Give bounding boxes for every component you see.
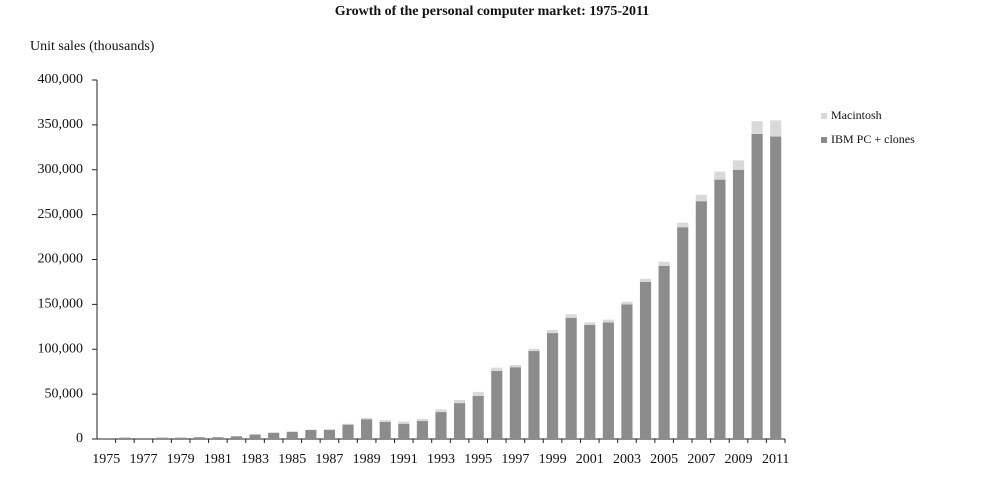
chart-title: Growth of the personal computer market: … — [335, 4, 649, 19]
bar-segment — [193, 437, 205, 439]
x-tick-label: 1997 — [501, 452, 529, 467]
bar-segment — [602, 322, 614, 439]
bar-segment — [751, 133, 763, 439]
bar-segment — [621, 304, 633, 439]
bar-segment — [472, 391, 484, 396]
legend-label: Macintosh — [831, 108, 882, 122]
legend-label: IBM PC + clones — [831, 132, 915, 146]
x-tick-label: 2001 — [576, 452, 604, 467]
bar-segment — [454, 399, 466, 404]
bar-segment — [268, 432, 280, 439]
bar-segment — [379, 420, 391, 422]
bar-segment — [658, 265, 670, 439]
bar-segment — [770, 120, 782, 137]
bar-segment — [398, 421, 410, 424]
bar-segment — [379, 421, 391, 439]
bar-segment — [435, 409, 447, 413]
x-tick-label: 2005 — [650, 452, 678, 467]
x-tick-label: 1985 — [278, 452, 306, 467]
bar-segment — [714, 171, 726, 180]
x-tick-label: 2011 — [762, 452, 789, 467]
bar-segment — [639, 281, 652, 439]
bar-segment — [305, 430, 317, 439]
y-tick-label: 200,000 — [38, 252, 84, 267]
bar-segment — [639, 278, 652, 282]
bar-segment — [658, 261, 670, 266]
y-axis-label: Unit sales (thousands) — [30, 39, 155, 54]
bar-segment — [695, 201, 707, 439]
bar-segment — [677, 222, 689, 228]
bar-segment — [732, 160, 745, 170]
bar-segment — [119, 437, 131, 439]
bar-segment — [361, 417, 373, 420]
bar-segment — [230, 436, 243, 439]
bar-segment — [751, 121, 763, 134]
x-tick-label: 1975 — [92, 452, 120, 467]
x-tick-label: 1999 — [539, 452, 567, 467]
x-tick-label: 1983 — [241, 452, 269, 467]
bar-segment — [175, 437, 187, 439]
bar-segment — [416, 418, 428, 422]
bar-segment — [212, 437, 224, 439]
y-tick-label: 350,000 — [38, 117, 84, 132]
bar-segment — [602, 319, 614, 323]
bar-segment — [323, 429, 336, 431]
bar-segment — [100, 438, 112, 439]
y-tick-label: 50,000 — [45, 386, 84, 401]
legend-swatch — [821, 137, 827, 143]
bar-segment — [361, 419, 373, 439]
x-tick-label: 1991 — [390, 452, 418, 467]
bar-segment — [249, 434, 261, 439]
bar-segment — [695, 194, 707, 202]
bar-segment — [565, 317, 577, 439]
bar-segment — [528, 348, 540, 352]
bar-segment — [342, 423, 354, 425]
bar-segment — [472, 395, 484, 439]
bar-segment — [732, 169, 745, 439]
x-tick-label: 1989 — [353, 452, 381, 467]
y-tick-label: 400,000 — [38, 72, 84, 87]
bar-segment — [677, 227, 689, 439]
x-tick-label: 1979 — [167, 452, 195, 467]
x-tick-label: 1993 — [427, 452, 455, 467]
x-tick-label: 1981 — [204, 452, 232, 467]
bar-segment — [770, 136, 782, 440]
bar-segment — [565, 314, 577, 318]
y-tick-label: 100,000 — [38, 341, 84, 356]
bar-segment — [416, 421, 428, 439]
bar-segment — [286, 431, 298, 439]
bar-segment — [546, 329, 559, 334]
x-tick-label: 2007 — [687, 452, 715, 467]
y-tick-label: 150,000 — [38, 297, 84, 312]
bar-segment — [491, 370, 503, 439]
bar-segment — [137, 438, 150, 439]
legend-swatch — [821, 113, 827, 119]
x-tick-label: 1977 — [129, 452, 157, 467]
y-tick-label: 300,000 — [38, 162, 84, 177]
bar-segment — [509, 367, 521, 439]
bar-segment — [621, 301, 633, 305]
y-tick-label: 250,000 — [38, 207, 84, 222]
y-tick-label: 0 — [76, 431, 83, 446]
x-tick-label: 1987 — [315, 452, 343, 467]
bar-segment — [584, 322, 596, 326]
bar-segment — [342, 424, 354, 439]
bar-segment — [546, 333, 559, 439]
bar-segment — [435, 412, 447, 439]
bar-segment — [491, 367, 503, 371]
bar-segment — [528, 351, 540, 439]
bar-segment — [398, 423, 410, 439]
bar-segment — [714, 179, 726, 439]
bar-segment — [323, 430, 336, 439]
x-tick-label: 2009 — [725, 452, 753, 467]
bar-segment — [584, 325, 596, 439]
bar-segment — [156, 437, 168, 439]
x-tick-label: 2003 — [613, 452, 641, 467]
bar-segment — [454, 403, 466, 439]
x-tick-label: 1995 — [464, 452, 492, 467]
bar-segment — [509, 364, 521, 368]
